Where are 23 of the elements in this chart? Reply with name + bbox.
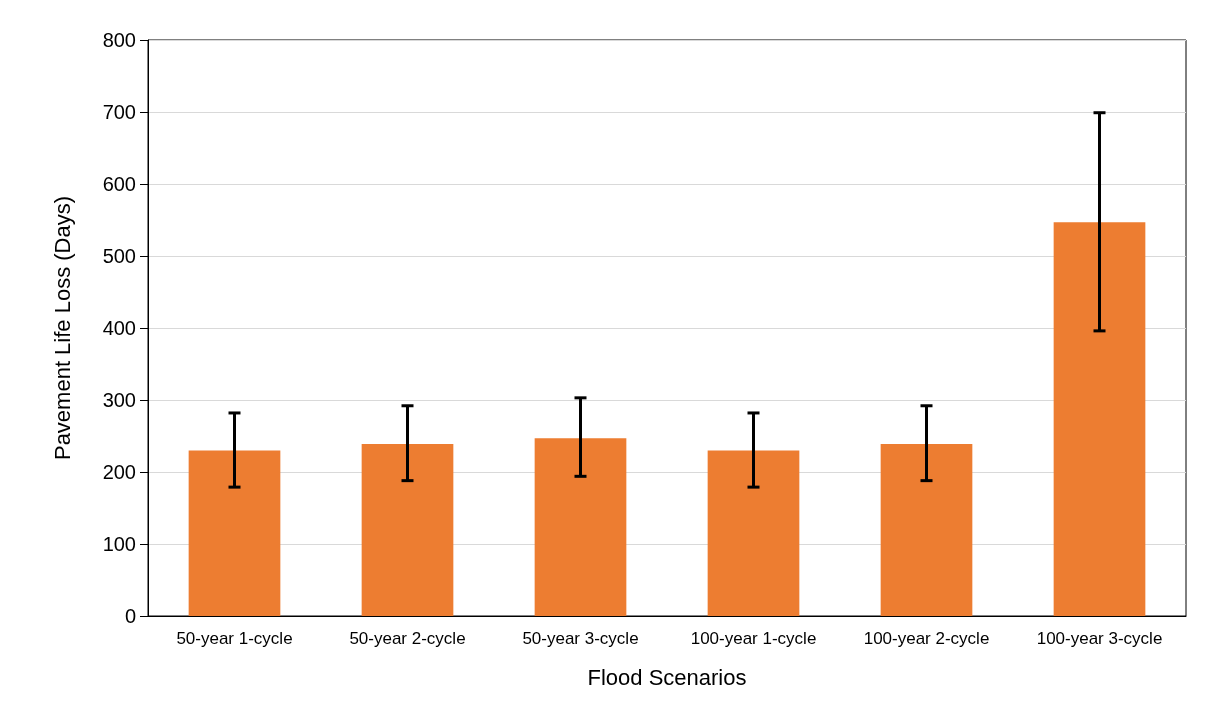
y-tick-label: 600 xyxy=(102,173,136,195)
y-tick-label: 0 xyxy=(124,605,136,627)
x-tick-label: 100-year 2-cycle xyxy=(863,629,990,648)
bar xyxy=(1053,222,1146,616)
bar xyxy=(361,443,454,616)
x-axis-title: Flood Scenarios xyxy=(587,664,747,690)
x-tick-label: 50-year 2-cycle xyxy=(349,629,466,648)
x-tick-label: 50-year 3-cycle xyxy=(522,629,639,648)
y-tick-label: 400 xyxy=(102,317,136,339)
y-tick-label: 100 xyxy=(102,533,136,555)
y-tick-label: 800 xyxy=(102,29,136,51)
x-tick-label: 100-year 3-cycle xyxy=(1036,629,1163,648)
bar xyxy=(880,443,973,616)
x-tick-label: 50-year 1-cycle xyxy=(176,629,293,648)
y-tick-label: 500 xyxy=(102,245,136,267)
y-tick-label: 300 xyxy=(102,389,136,411)
bar xyxy=(534,438,627,616)
bar xyxy=(707,450,800,616)
y-tick-label: 700 xyxy=(102,101,136,123)
x-tick-label: 100-year 1-cycle xyxy=(690,629,817,648)
bar xyxy=(188,450,281,616)
y-axis-title: Pavement Life Loss (Days) xyxy=(49,195,75,461)
y-tick-label: 200 xyxy=(102,461,136,483)
